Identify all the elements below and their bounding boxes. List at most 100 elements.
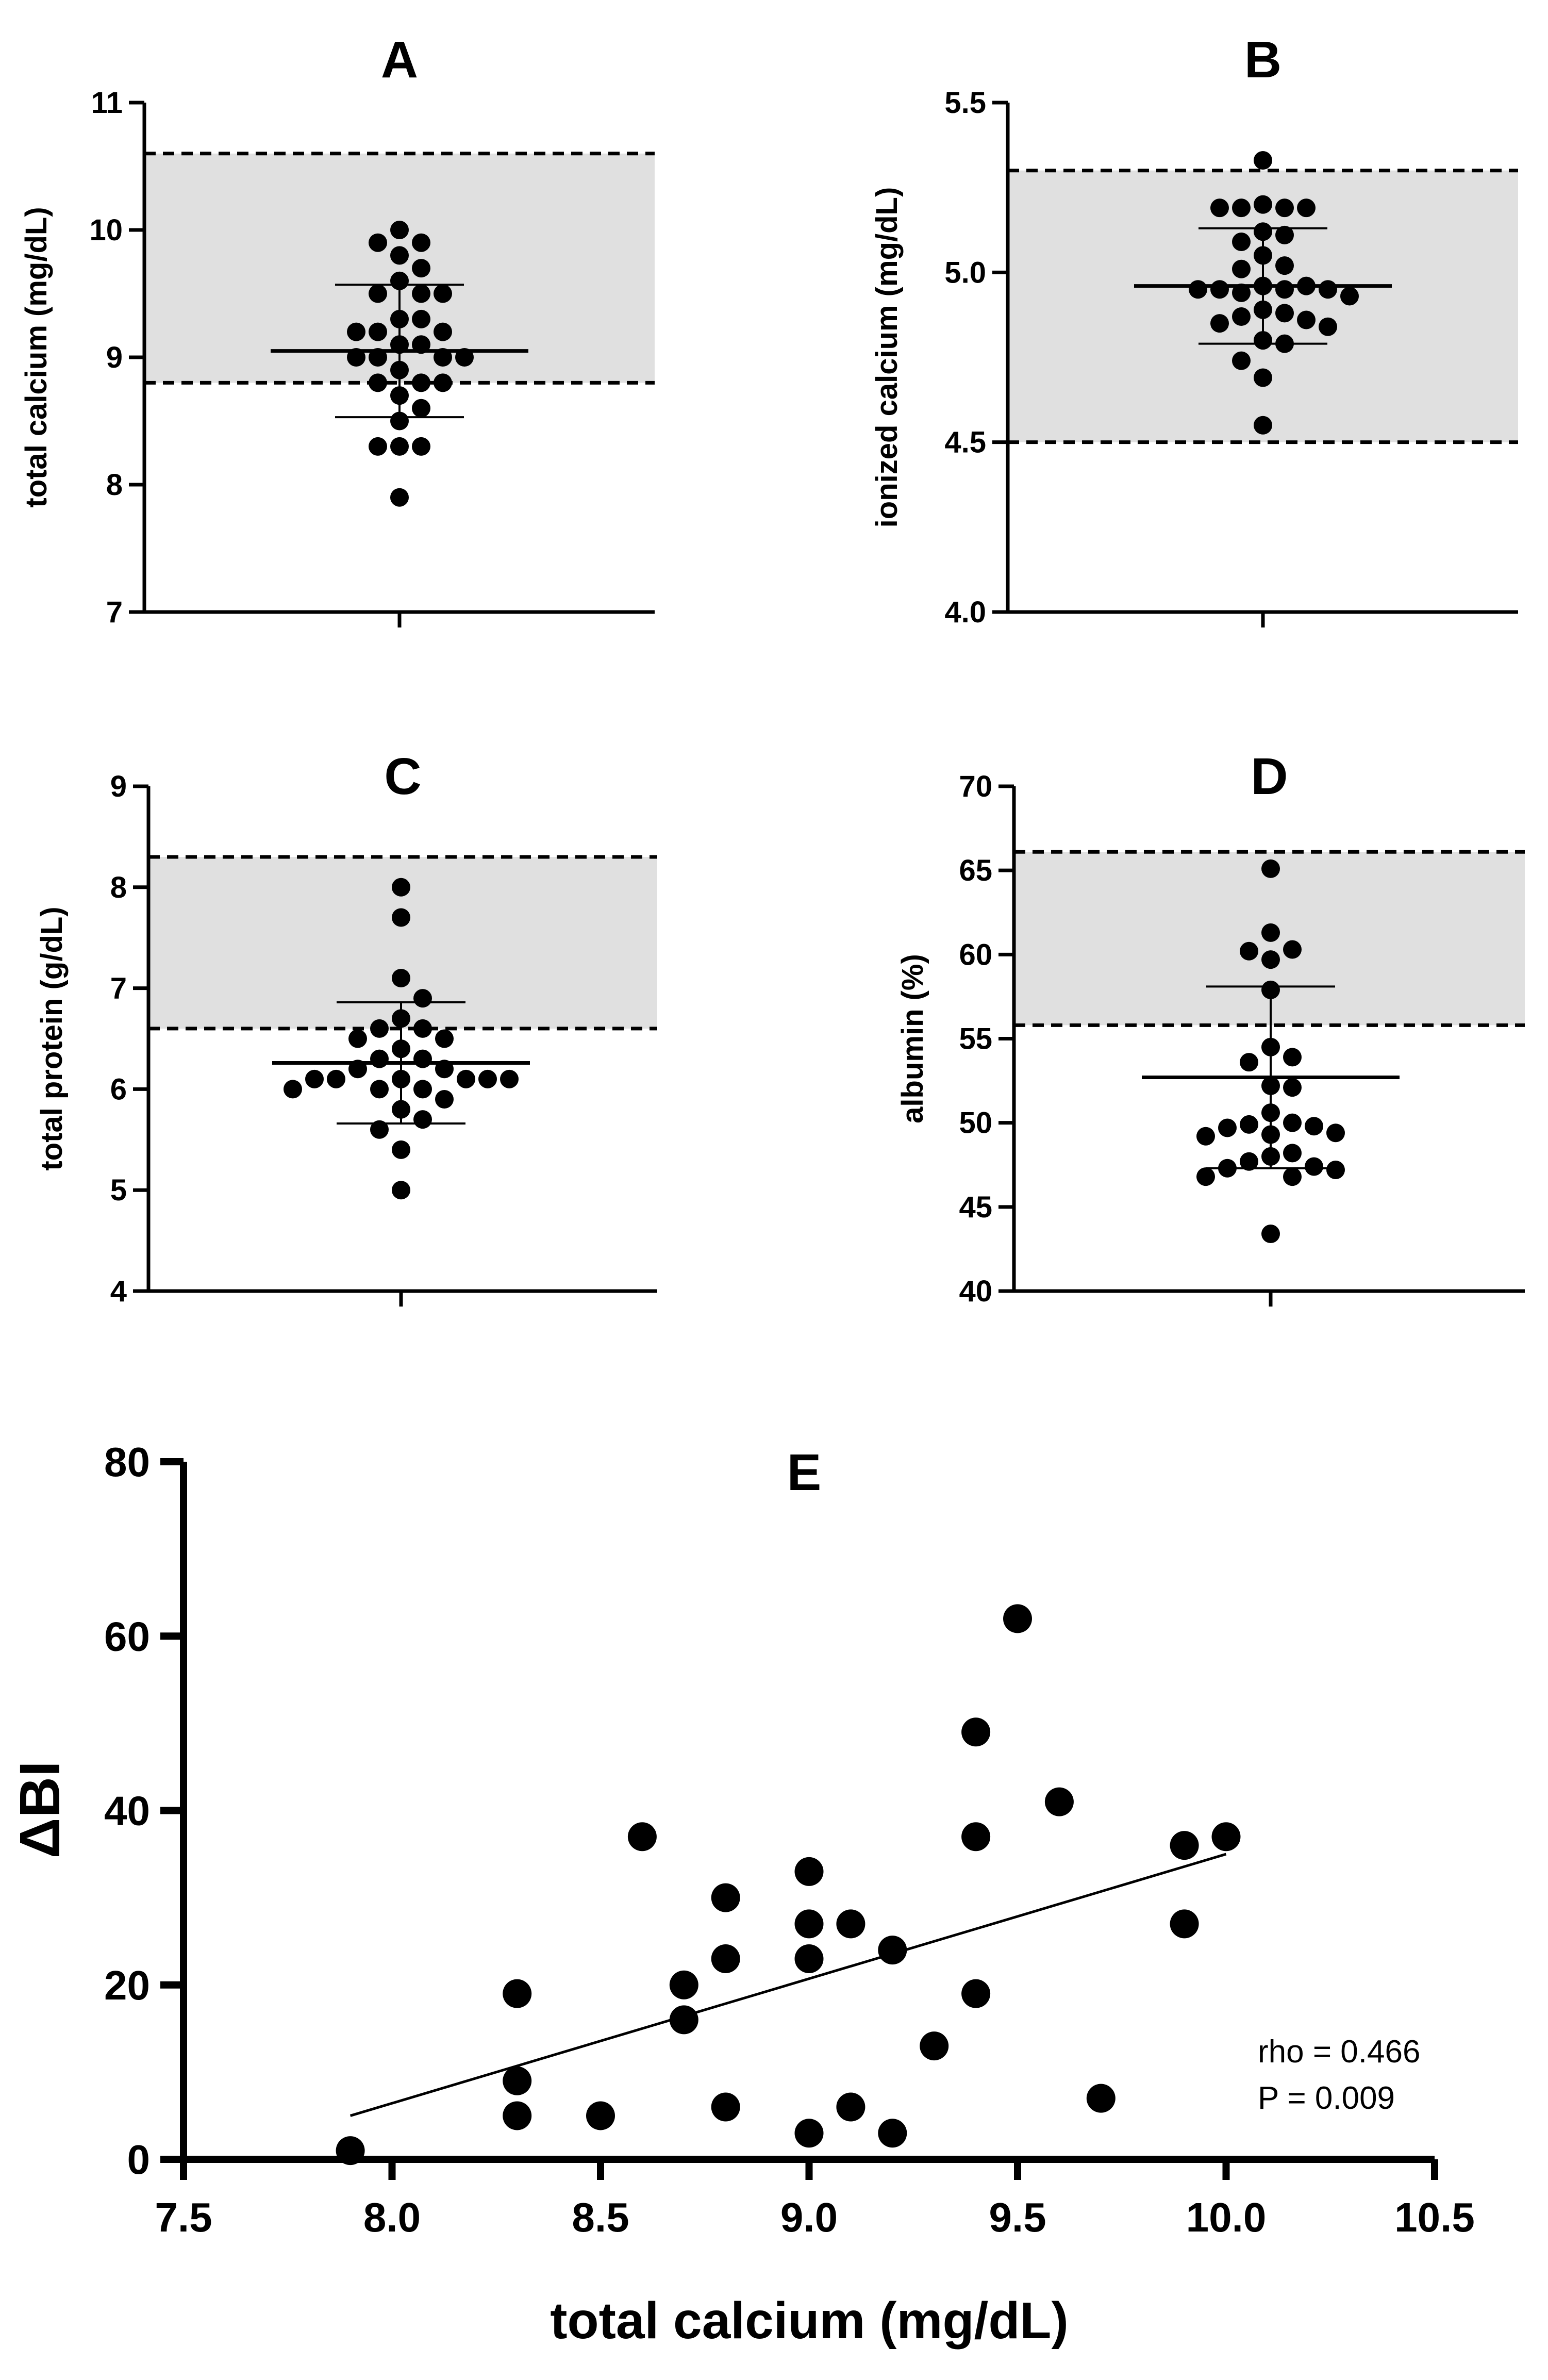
data-point — [327, 1069, 345, 1088]
x-tick-label: 10.0 — [1186, 2194, 1267, 2240]
p-value-annotation: P = 0.009 — [1258, 2080, 1395, 2116]
data-point — [836, 2092, 865, 2122]
data-point — [1170, 1831, 1199, 1860]
data-point — [1232, 233, 1251, 252]
data-point — [478, 1069, 497, 1088]
panel-title: B — [1244, 31, 1281, 89]
data-point — [1261, 950, 1280, 969]
data-point — [794, 1944, 824, 1974]
x-tick-label: 10.5 — [1394, 2194, 1475, 2240]
data-point — [1210, 199, 1229, 218]
data-point — [836, 1909, 865, 1939]
panel-title: A — [381, 31, 418, 89]
y-tick-label: 11 — [91, 86, 123, 120]
data-point — [1283, 1113, 1302, 1132]
data-point — [1086, 2084, 1116, 2113]
data-point — [1240, 941, 1258, 961]
data-point — [348, 1029, 367, 1048]
data-point — [413, 1019, 432, 1038]
data-point — [669, 1970, 698, 1999]
data-point — [1283, 1078, 1302, 1097]
y-tick-label: 0 — [127, 2137, 151, 2183]
y-tick-label: 8 — [110, 871, 127, 904]
trend-line — [349, 1853, 1227, 2117]
y-tick-label: 9 — [106, 341, 123, 374]
data-point — [434, 284, 452, 303]
panel-title: E — [787, 1444, 822, 1501]
data-point — [390, 221, 409, 239]
data-point — [392, 969, 410, 988]
data-point — [1261, 1225, 1280, 1244]
data-point — [390, 437, 409, 456]
x-tick-label: 9.0 — [780, 2194, 838, 2240]
data-point — [370, 1080, 389, 1099]
data-point — [1261, 859, 1280, 878]
data-point — [961, 1717, 991, 1747]
data-point — [1254, 368, 1272, 387]
y-tick-label: 4 — [110, 1275, 127, 1308]
y-tick-label: 4.0 — [944, 596, 986, 629]
data-point — [392, 908, 410, 927]
data-point — [1319, 317, 1337, 336]
data-point — [1283, 940, 1302, 959]
y-tick-label: 5 — [110, 1174, 127, 1207]
data-point — [369, 437, 387, 456]
data-point — [412, 309, 430, 328]
y-tick-label: 10 — [89, 213, 123, 247]
data-point — [1196, 1167, 1215, 1186]
data-point — [1297, 310, 1316, 329]
data-point — [412, 373, 430, 392]
data-point — [1232, 351, 1251, 370]
y-tick-label: 80 — [104, 1439, 150, 1485]
data-point — [711, 1944, 740, 1974]
y-axis-label: ionized calcium (mg/dL) — [870, 187, 904, 528]
data-point — [1240, 1152, 1258, 1171]
data-point — [457, 1069, 475, 1088]
data-point — [961, 1979, 991, 2008]
data-point — [435, 1029, 454, 1048]
data-point — [1003, 1604, 1032, 1633]
y-axis-label: albumin (%) — [896, 954, 929, 1123]
data-point — [1305, 1117, 1323, 1136]
rho-annotation: rho = 0.466 — [1258, 2034, 1420, 2070]
data-point — [1254, 416, 1272, 435]
data-point — [1210, 314, 1229, 333]
data-point — [794, 2119, 824, 2148]
data-point — [435, 1089, 454, 1109]
y-tick-label: 5.0 — [944, 256, 986, 289]
data-point — [1232, 259, 1251, 278]
y-tick-label: 20 — [104, 1962, 150, 2008]
data-point — [284, 1080, 302, 1099]
data-point — [1232, 199, 1251, 218]
x-tick-label: 8.5 — [572, 2194, 629, 2240]
y-tick-label: 60 — [104, 1613, 150, 1659]
data-point — [1254, 151, 1272, 170]
panel-c: 4 5 6 7 8 9 C total protein (g/dL) — [35, 748, 657, 1308]
data-point — [1218, 1118, 1237, 1137]
x-tick-label: 7.5 — [155, 2194, 212, 2240]
data-point — [412, 233, 430, 252]
data-point — [392, 1140, 410, 1159]
data-point — [794, 1857, 824, 1886]
data-point — [1189, 280, 1207, 299]
data-point — [1232, 283, 1251, 302]
y-tick-label: 6 — [110, 1072, 127, 1106]
data-point — [412, 399, 430, 418]
panel-title: D — [1251, 748, 1288, 805]
data-point — [1326, 1161, 1345, 1180]
data-point — [1275, 256, 1294, 275]
y-tick-label: 7 — [110, 972, 127, 1005]
data-point — [878, 2119, 907, 2148]
data-point — [412, 437, 430, 456]
y-axis-label: ΔBI — [8, 1761, 72, 1858]
y-tick-label: 60 — [959, 938, 992, 971]
data-point — [347, 322, 365, 341]
data-point — [961, 1822, 991, 1852]
data-point — [1044, 1787, 1074, 1816]
data-point — [369, 373, 387, 392]
panel-b: 4.0 4.5 5.0 5.5 B ionized calcium (mg/dL) — [870, 31, 1518, 629]
data-point — [392, 1181, 410, 1200]
y-tick-label: 7 — [106, 596, 123, 629]
data-point — [1211, 1822, 1241, 1852]
